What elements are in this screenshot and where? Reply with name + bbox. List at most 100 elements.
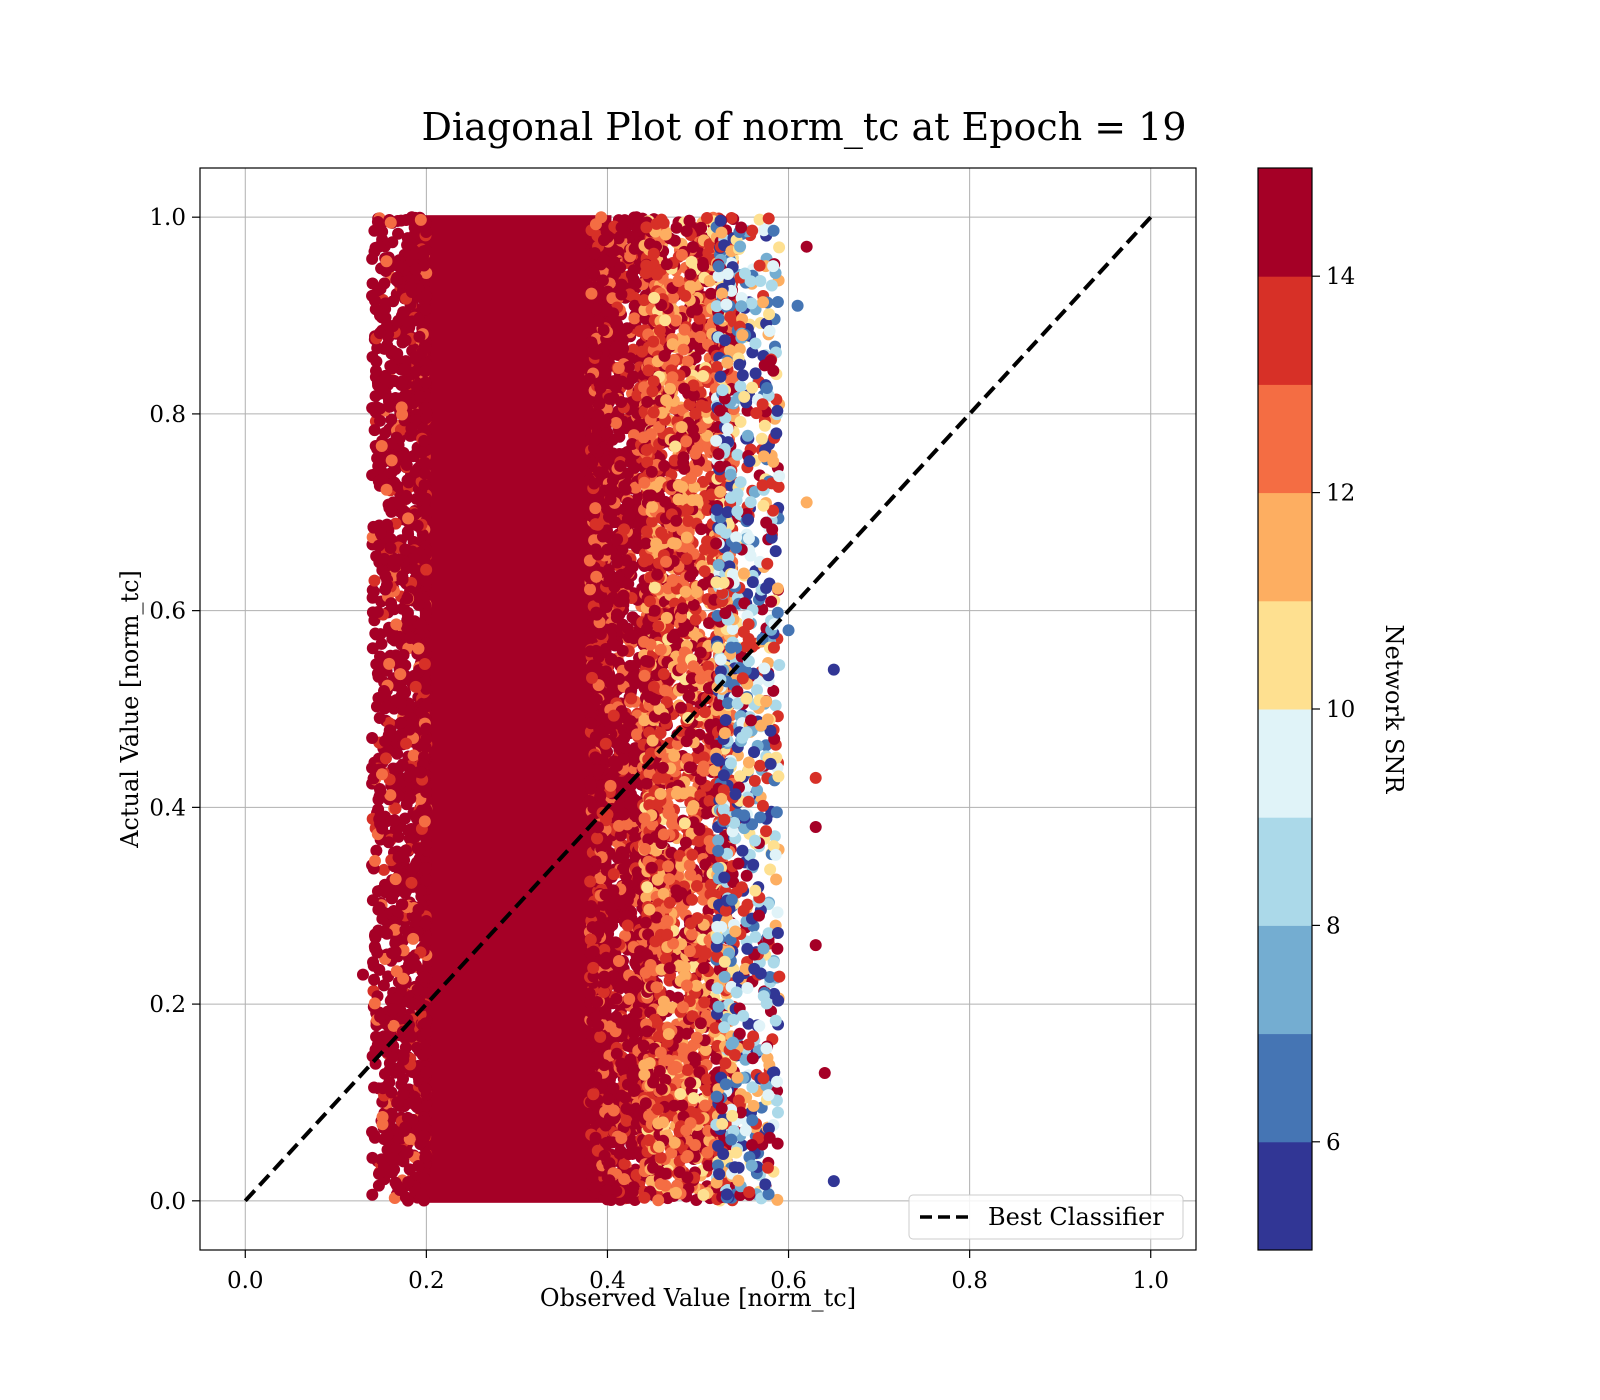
scatter-point	[615, 1057, 628, 1070]
scatter-point	[392, 830, 405, 843]
scatter-point	[612, 819, 625, 832]
scatter-point	[589, 218, 602, 231]
scatter-point	[600, 951, 613, 964]
scatter-point	[402, 476, 415, 489]
scatter-point	[610, 1010, 623, 1023]
scatter-point	[598, 1149, 611, 1162]
scatter-point	[393, 260, 406, 273]
scatter-point	[604, 779, 617, 792]
scatter-point	[384, 360, 397, 373]
scatter-point	[603, 1174, 616, 1187]
scatter-point	[413, 330, 426, 343]
scatter-point	[590, 1051, 603, 1064]
scatter-point	[401, 525, 414, 538]
scatter-point	[368, 854, 381, 867]
scatter-point	[587, 961, 600, 974]
scatter-point	[625, 692, 638, 705]
scatter-point	[399, 388, 412, 401]
scatter-point	[590, 1071, 603, 1084]
scatter-point	[410, 379, 423, 392]
scatter-point	[368, 1081, 381, 1094]
scatter-point	[373, 711, 386, 724]
scatter-point	[589, 855, 602, 868]
scatter-point	[608, 375, 621, 388]
scatter-point	[592, 314, 605, 327]
scatter-point	[415, 706, 428, 719]
scatter-point	[385, 413, 398, 426]
scatter-point	[381, 339, 394, 352]
scatter-point	[371, 946, 384, 959]
scatter-point	[619, 483, 632, 496]
scatter-point	[618, 523, 631, 536]
scatter-point	[399, 1191, 412, 1204]
scatter-point	[385, 454, 398, 467]
scatter-point	[399, 844, 412, 857]
scatter-point	[612, 570, 625, 583]
scatter-point	[404, 792, 417, 805]
scatter-point	[392, 227, 405, 240]
scatter-point	[399, 1121, 412, 1134]
scatter-point	[610, 341, 623, 354]
scatter-point	[601, 304, 614, 317]
scatter-point	[614, 829, 627, 842]
scatter-point	[379, 752, 392, 765]
scatter-point	[611, 852, 624, 865]
scatter-point	[618, 808, 631, 821]
scatter-point	[585, 900, 598, 913]
scatter-point	[366, 252, 379, 265]
scatter-point	[381, 1128, 394, 1141]
scatter-point	[627, 975, 640, 988]
scatter-point	[380, 483, 393, 496]
scatter-point	[402, 1176, 415, 1189]
scatter-point	[405, 876, 418, 889]
scatter-point	[371, 606, 384, 619]
scatter-point	[597, 253, 610, 266]
scatter-point	[583, 372, 596, 385]
scatter-point	[612, 954, 625, 967]
scatter-point	[420, 1026, 433, 1039]
scatter-point	[407, 749, 420, 762]
scatter-point	[593, 466, 606, 479]
scatter-point	[406, 1113, 419, 1126]
scatter-point	[590, 302, 603, 315]
scatter-point	[586, 921, 599, 934]
scatter-point	[376, 383, 389, 396]
scatter-point	[376, 768, 389, 781]
scatter-point	[387, 1003, 400, 1016]
scatter-point	[384, 216, 397, 229]
scatter-point	[627, 370, 640, 383]
scatter-point	[627, 429, 640, 442]
scatter-point	[397, 1049, 410, 1062]
scatter-point	[593, 589, 606, 602]
scatter-point	[384, 789, 397, 802]
scatter-point	[607, 1082, 620, 1095]
scatter-point	[385, 467, 398, 480]
scatter-point	[415, 489, 428, 502]
scatter-point	[682, 690, 695, 703]
scatter-point	[606, 638, 619, 651]
scatter-point	[606, 684, 619, 697]
scatter-point	[585, 717, 598, 730]
scatter-point	[619, 929, 632, 942]
scatter-point	[589, 1131, 602, 1144]
scatter-point	[588, 477, 601, 490]
scatter-point	[641, 881, 654, 894]
scatter-point	[396, 898, 409, 911]
scatter-point	[420, 1066, 433, 1079]
scatter-point	[640, 891, 653, 904]
scatter-point	[419, 303, 432, 316]
scatter-point	[590, 570, 603, 583]
scatter-point	[391, 747, 404, 760]
chart-title: Diagonal Plot of norm_tc at Epoch = 19	[421, 105, 1186, 150]
scatter-point	[611, 533, 624, 546]
scatter-points	[356, 211, 840, 1207]
scatter-point	[398, 362, 411, 375]
scatter-point	[643, 767, 656, 780]
scatter-point	[379, 373, 392, 386]
scatter-point	[397, 1088, 410, 1101]
scatter-point	[419, 376, 432, 389]
scatter-point	[400, 493, 413, 506]
scatter-point	[374, 526, 387, 539]
scatter-point	[600, 600, 613, 613]
scatter-point	[585, 671, 598, 684]
